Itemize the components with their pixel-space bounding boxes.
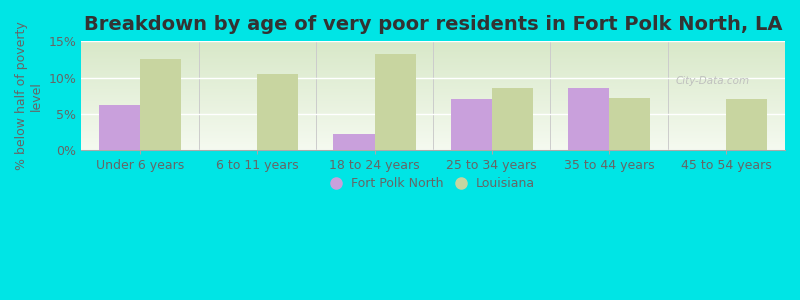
Text: City-Data.com: City-Data.com — [676, 76, 750, 86]
Title: Breakdown by age of very poor residents in Fort Polk North, LA: Breakdown by age of very poor residents … — [84, 15, 782, 34]
Bar — [334, 134, 374, 150]
Bar — [140, 59, 181, 150]
Bar — [374, 54, 415, 150]
Bar — [258, 74, 298, 150]
Bar — [609, 98, 650, 150]
Bar — [726, 99, 767, 150]
Bar — [450, 99, 492, 150]
Bar — [568, 88, 609, 150]
Bar — [99, 105, 140, 150]
Bar — [492, 88, 533, 150]
Legend: Fort Polk North, Louisiana: Fort Polk North, Louisiana — [325, 171, 542, 196]
Y-axis label: % below half of poverty
level: % below half of poverty level — [15, 21, 43, 170]
